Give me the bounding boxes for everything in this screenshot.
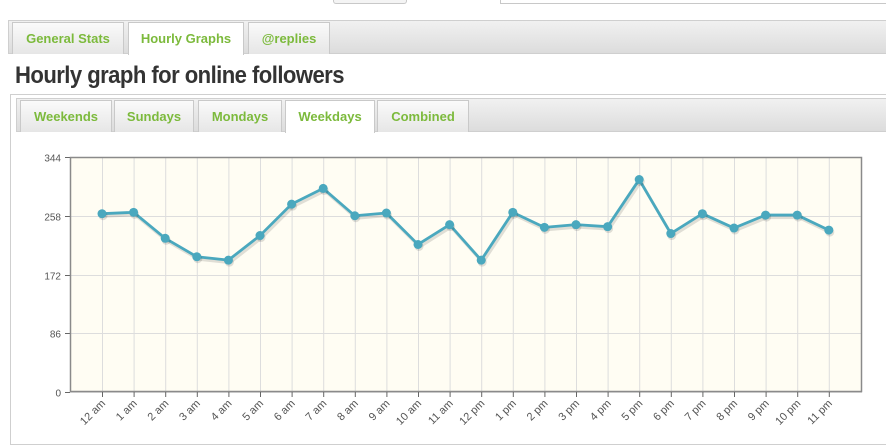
tab-replies[interactable]: @replies: [248, 22, 330, 54]
x-tick-label: 12 pm: [457, 398, 487, 428]
tab-weekdays[interactable]: Weekdays: [285, 100, 375, 133]
y-tick-label: 258: [44, 213, 61, 224]
x-tick-label: 2 am: [146, 398, 172, 424]
x-tick-label: 8 am: [335, 398, 361, 424]
x-tick-label: 9 pm: [746, 398, 772, 424]
tab-general-stats[interactable]: General Stats: [12, 22, 124, 54]
x-tick-label: 7 pm: [683, 398, 709, 424]
x-tick-label: 4 am: [209, 398, 235, 424]
day-filter-tab-bar: Weekends Sundays Mondays Weekdays Combin…: [16, 98, 886, 133]
data-point: [413, 239, 423, 249]
plot-border: [69, 156, 863, 393]
data-point: [160, 233, 170, 243]
x-tick-label: 9 am: [367, 398, 393, 424]
x-tick-label: 3 am: [177, 398, 203, 424]
data-point: [287, 199, 297, 209]
data-point: [381, 208, 391, 218]
x-tick-label: 2 pm: [525, 398, 551, 424]
x-tick-label: 11 pm: [805, 398, 835, 428]
x-tick-label: 6 pm: [651, 398, 677, 424]
x-tick-label: 3 pm: [556, 398, 582, 424]
data-point: [476, 255, 486, 265]
series-line: [101, 178, 830, 262]
tab-combined[interactable]: Combined: [377, 100, 469, 132]
y-tick-label: 344: [44, 154, 61, 165]
y-tick-label: 0: [55, 389, 61, 400]
top-fragment-field: [500, 0, 886, 4]
x-tick-label: 6 am: [272, 398, 298, 424]
x-tick-label: 7 am: [304, 398, 330, 424]
data-point: [508, 207, 518, 217]
top-fragment-button: [333, 0, 407, 4]
data-point: [697, 209, 707, 219]
hourly-line-chart: 0 86 172 258 344 12 am 1 am 2 am 3 am 4 am 5 am 6 a…: [44, 154, 863, 428]
page-title: Hourly graph for online followers: [15, 62, 345, 89]
tab-mondays[interactable]: Mondays: [198, 100, 282, 132]
data-point: [192, 252, 202, 262]
tab-weekends[interactable]: Weekends: [20, 100, 112, 132]
data-point: [350, 211, 360, 221]
main-tab-bar: General Stats Hourly Graphs @replies: [8, 20, 886, 55]
data-point: [539, 222, 549, 232]
y-tick-label: 86: [50, 330, 62, 341]
x-tick-label: 1 pm: [493, 398, 519, 424]
data-point: [634, 175, 644, 185]
y-tick-label: 172: [44, 272, 61, 283]
x-tick-label: 1 am: [114, 398, 140, 424]
data-point: [824, 225, 834, 235]
data-point: [445, 220, 455, 230]
top-window-strip: [0, 0, 886, 10]
x-tick-label: 8 pm: [714, 398, 740, 424]
x-tick-label: 11 am: [426, 398, 456, 428]
data-point: [571, 220, 581, 230]
data-point: [129, 207, 139, 217]
x-tick-label: 12 am: [78, 398, 108, 428]
x-tick-label: 10 pm: [773, 398, 803, 428]
tab-hourly-graphs[interactable]: Hourly Graphs: [128, 22, 244, 55]
data-point: [729, 223, 739, 233]
data-point: [603, 222, 613, 232]
data-point: [97, 209, 107, 219]
tab-sundays[interactable]: Sundays: [114, 100, 194, 132]
data-point: [666, 229, 676, 239]
data-point: [255, 231, 265, 241]
x-tick-label: 5 pm: [620, 398, 646, 424]
plot-area: [70, 157, 862, 392]
data-point: [223, 255, 233, 265]
data-point: [761, 210, 771, 220]
x-tick-label: 4 pm: [588, 398, 614, 424]
x-tick-label: 10 am: [394, 398, 424, 428]
x-tick-label: 5 am: [240, 398, 266, 424]
data-point: [318, 183, 328, 193]
data-point: [792, 210, 802, 220]
